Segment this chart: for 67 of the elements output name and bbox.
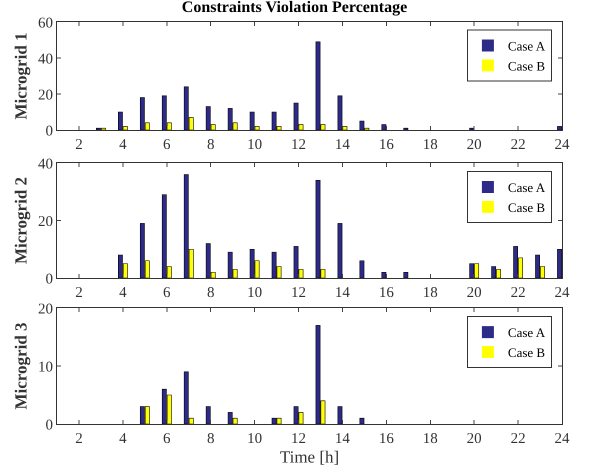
x-tick-label: 6	[163, 137, 172, 153]
legend-label: Case A	[508, 325, 546, 340]
y-tick-label: 0	[46, 123, 53, 140]
x-tick-label: 14	[334, 285, 350, 301]
x-tick-label: 4	[119, 137, 128, 153]
x-tick-label: 6	[163, 285, 172, 301]
x-tick-label: 4	[119, 285, 128, 301]
x-tick-label: 24	[554, 285, 570, 301]
x-tick-label: 2	[75, 137, 83, 153]
x-tick-label: 10	[247, 285, 262, 301]
x-tick-label: 22	[510, 431, 526, 447]
x-tick-label: 2	[75, 431, 83, 447]
x-tick-label: 22	[510, 285, 526, 301]
y-tick-label: 0	[46, 417, 53, 434]
x-tick-label: 6	[163, 431, 172, 447]
bar	[381, 124, 386, 130]
y-tick-label: 40	[38, 156, 53, 172]
x-tick-label: 12	[291, 431, 306, 447]
bar	[360, 418, 364, 424]
x-tick-label: 18	[422, 137, 438, 153]
bar	[381, 272, 386, 278]
bar	[338, 223, 342, 278]
y-tick-label: 60	[38, 15, 53, 32]
x-tick-label: 18	[422, 431, 438, 447]
chart-title: Constraints Violation Percentage	[182, 0, 408, 16]
x-tick-label: 4	[119, 431, 128, 447]
x-tick-label: 16	[378, 137, 394, 153]
x-tick-label: 20	[466, 137, 482, 153]
x-tick-label: 10	[247, 137, 262, 153]
x-tick-label: 22	[510, 137, 526, 153]
x-tick-label: 16	[378, 431, 394, 447]
y-axis-title: Microgrid 2	[12, 176, 31, 264]
x-tick-label: 8	[206, 431, 214, 447]
x-tick-label: 24	[554, 137, 570, 153]
bar	[557, 248, 562, 278]
legend-label: Case A	[508, 38, 546, 54]
bar	[360, 260, 364, 278]
bar	[206, 406, 211, 424]
legend-label: Case B	[508, 58, 546, 74]
y-tick-label: 20	[38, 301, 53, 318]
y-tick-label: 40	[38, 51, 53, 68]
x-tick-label: 16	[378, 285, 394, 301]
bar	[338, 406, 342, 424]
y-tick-label: 20	[38, 214, 53, 230]
x-tick-label: 14	[334, 137, 350, 153]
x-tick-label: 12	[291, 137, 306, 153]
bar	[557, 126, 562, 130]
x-tick-label: 20	[466, 431, 482, 447]
legend-label: Case B	[508, 200, 546, 215]
x-tick-label: 8	[206, 285, 214, 301]
y-tick-label: 10	[38, 359, 53, 376]
legend-label: Case A	[508, 180, 546, 196]
y-tick-label: 0	[46, 271, 53, 288]
x-tick-label: 14	[334, 431, 350, 447]
x-tick-label: 8	[206, 137, 214, 153]
y-axis-title: Microgrid 1	[12, 32, 31, 120]
y-axis-title: Microgrid 3	[12, 322, 31, 410]
x-tick-label: 12	[291, 285, 306, 301]
x-tick-label: 18	[422, 285, 438, 301]
x-axis-title: Time [h]	[280, 447, 340, 466]
x-tick-label: 24	[554, 431, 570, 447]
legend-label: Case B	[508, 345, 546, 360]
x-tick-label: 2	[75, 285, 83, 301]
x-tick-label: 10	[247, 431, 262, 447]
bar	[403, 272, 408, 278]
y-tick-label: 20	[38, 87, 53, 104]
x-tick-label: 20	[466, 285, 482, 301]
